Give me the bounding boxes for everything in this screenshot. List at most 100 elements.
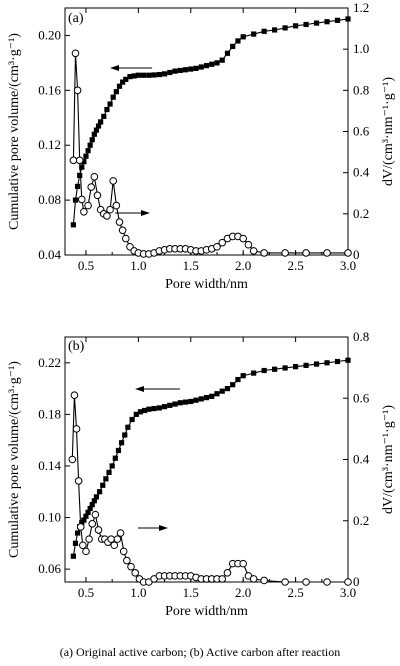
cumulative-volume-point xyxy=(151,405,157,412)
cumulative-volume-point xyxy=(235,38,241,44)
dv-distribution-point xyxy=(239,559,247,568)
dv-distribution-point xyxy=(323,578,331,586)
cumulative-volume-point xyxy=(72,197,79,203)
cumulative-volume-point xyxy=(235,376,241,383)
y-right-tick-label: 1.2 xyxy=(353,0,369,15)
left-axis-arrow-head xyxy=(110,65,119,71)
x-tick-label: 0.5 xyxy=(78,258,94,273)
cumulative-volume-point xyxy=(303,362,309,368)
cumulative-volume-point xyxy=(272,27,278,33)
y-left-tick-label: 0.14 xyxy=(38,458,61,473)
cumulative-volume-point xyxy=(188,398,194,405)
dv-distribution-point xyxy=(85,535,93,543)
x-axis-label: Pore width/nm xyxy=(165,604,248,619)
dv-distribution-point xyxy=(113,535,122,543)
dv-distribution-point xyxy=(90,172,99,181)
x-tick-label: 1.0 xyxy=(130,258,146,273)
dv-distribution-point xyxy=(244,240,253,249)
cumulative-volume-point xyxy=(214,60,220,66)
dv-distribution-point xyxy=(344,578,352,586)
panel-label: (b) xyxy=(68,339,85,354)
dv-distribution-point xyxy=(239,234,247,243)
panel-label: (a) xyxy=(68,11,84,26)
dv-distribution-point xyxy=(249,575,258,583)
dv-distribution-point xyxy=(91,510,100,519)
cumulative-volume-point xyxy=(103,476,109,482)
cumulative-volume-point xyxy=(172,68,178,74)
dv-distribution-point xyxy=(110,541,119,550)
y-right-axis-label: dV/(cm³·nm⁻¹·g⁻¹) xyxy=(381,405,396,514)
cumulative-volume-point xyxy=(127,74,133,80)
cumulative-volume-point xyxy=(324,19,330,25)
cumulative-volume-point xyxy=(261,28,267,34)
dv-distribution-point xyxy=(115,218,124,226)
dv-distribution-point xyxy=(131,569,140,577)
cumulative-volume-point xyxy=(89,502,95,508)
cumulative-volume-point xyxy=(119,440,125,446)
cumulative-volume-point xyxy=(188,66,194,72)
cumulative-volume-point xyxy=(151,72,157,78)
cumulative-volume-point xyxy=(83,153,89,159)
cumulative-volume-point xyxy=(122,432,128,438)
dv-distribution-point xyxy=(302,249,310,257)
dv-distribution-point xyxy=(260,249,268,257)
dv-distribution-point xyxy=(116,529,125,537)
y-left-tick-label: 0.20 xyxy=(38,27,61,42)
y-left-tick-label: 0.10 xyxy=(38,510,61,525)
cumulative-volume-point xyxy=(93,494,100,500)
y-right-tick-label: 0.6 xyxy=(353,124,370,139)
cumulative-volume-point xyxy=(81,517,87,523)
cumulative-volume-point xyxy=(91,131,97,137)
dv-distribution-point xyxy=(344,249,352,257)
cumulative-volume-point xyxy=(161,404,168,410)
dv-distribution-point xyxy=(121,234,130,243)
right-axis-arrow-head xyxy=(159,525,168,531)
cumulative-volume-point xyxy=(101,113,107,120)
cumulative-volume-point xyxy=(334,358,341,365)
chart-a: 0.5 1.0 1.5 2.0 2.5 3.0 0.04 0.08 0.12 0.16 0.20 0 0… xyxy=(7,0,396,292)
cumulative-volume-point xyxy=(313,20,320,26)
x-tick-label: 3.0 xyxy=(340,585,356,600)
dv-distribution-point xyxy=(93,191,102,200)
y-right-tick-label: 1.0 xyxy=(353,41,369,56)
cumulative-volume-point xyxy=(74,183,81,189)
dv-distribution-point xyxy=(223,569,232,577)
cumulative-volume-point xyxy=(230,382,236,388)
cumulative-volume-point xyxy=(240,373,246,379)
cumulative-volume-point xyxy=(219,388,225,394)
cumulative-volume-point xyxy=(161,71,168,77)
cumulative-volume-point xyxy=(123,76,129,82)
cumulative-volume-point xyxy=(104,106,110,113)
cumulative-volume-point xyxy=(167,402,173,408)
cumulative-volume-point xyxy=(96,489,103,495)
cumulative-volume-point xyxy=(115,447,122,454)
dv-distribution-point xyxy=(77,195,86,204)
cumulative-volume-point xyxy=(74,530,81,536)
cumulative-volume-point xyxy=(345,16,351,22)
cumulative-volume-point xyxy=(193,65,199,71)
cumulative-volume-point xyxy=(110,94,116,100)
dv-distribution-line xyxy=(71,395,348,583)
cumulative-volume-point xyxy=(172,401,178,407)
cumulative-volume-point xyxy=(79,164,85,170)
cumulative-volume-point xyxy=(251,370,257,376)
dv-distribution-line xyxy=(72,53,348,255)
dv-distribution-point xyxy=(70,391,79,399)
cumulative-volume-point xyxy=(203,63,210,69)
dv-distribution-point xyxy=(82,547,90,556)
cumulative-volume-point xyxy=(70,553,76,559)
dv-distribution-point xyxy=(218,575,227,583)
cumulative-volume-point xyxy=(107,101,113,107)
y-right-tick-label: 0.4 xyxy=(353,452,370,467)
cumulative-volume-point xyxy=(95,123,102,129)
cumulative-volume-point xyxy=(203,395,210,401)
cumulative-volume-point xyxy=(224,50,231,56)
y-left-tick-label: 0.06 xyxy=(38,561,61,576)
dv-distribution-point xyxy=(323,249,331,257)
dv-distribution-point xyxy=(281,249,289,257)
cumulative-volume-point xyxy=(261,367,267,374)
dv-distribution-point xyxy=(68,455,77,464)
dv-distribution-point xyxy=(106,205,114,214)
y-right-tick-label: 0.2 xyxy=(353,513,369,528)
